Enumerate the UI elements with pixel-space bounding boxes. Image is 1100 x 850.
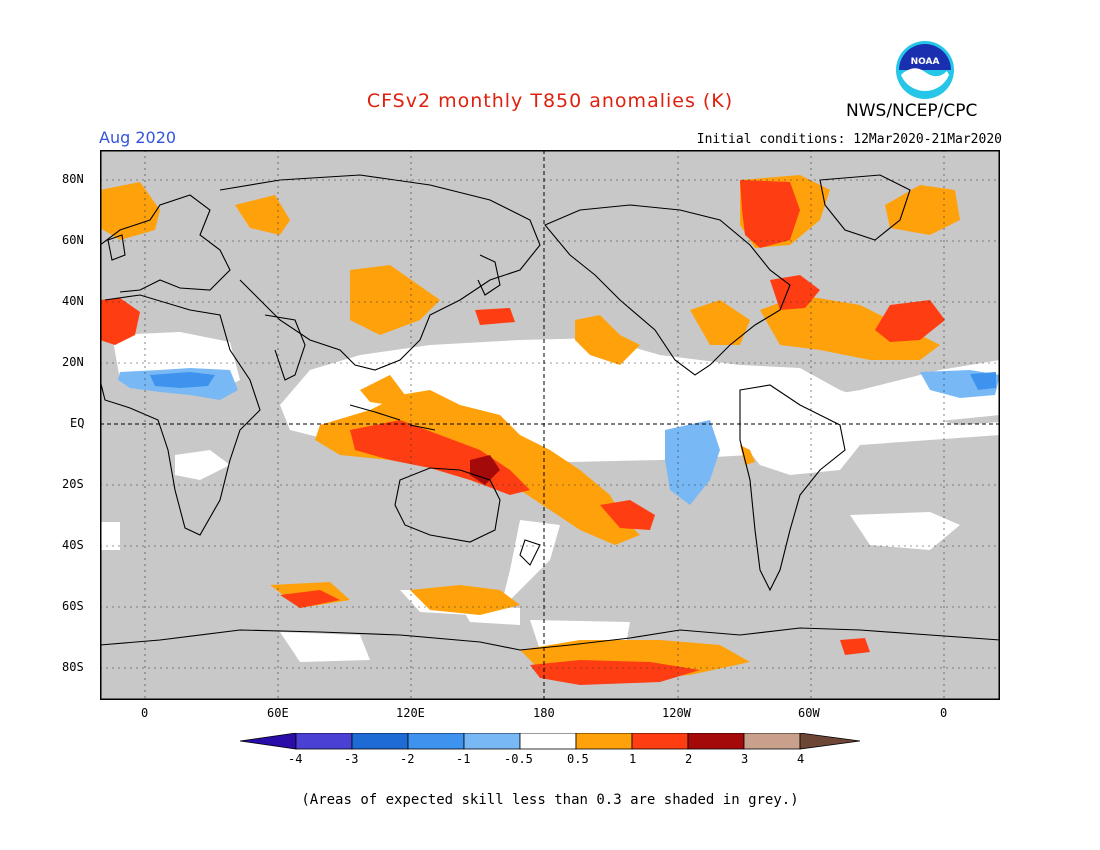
legend-label: -3 — [344, 752, 359, 766]
weddell-red — [840, 638, 870, 655]
anomaly-map — [100, 150, 1000, 700]
indian-white-1 — [175, 450, 230, 480]
lon-label: 120E — [396, 706, 425, 720]
strong-negative-regions — [150, 372, 996, 390]
southern-ocean-red — [280, 590, 340, 608]
us-east-warm — [770, 275, 820, 310]
logo-text: NOAA — [911, 57, 940, 67]
lat-label: 40N — [62, 294, 84, 308]
australia-coast — [394, 467, 501, 543]
southern-ocean-warm-1 — [410, 585, 520, 615]
antarctica-coast — [100, 627, 1000, 651]
lat-label: 20S — [62, 477, 84, 491]
map-frame — [100, 150, 1000, 700]
south-pacific-warm — [600, 500, 655, 530]
indonesia-coast — [349, 404, 436, 431]
antarctic-red — [530, 660, 700, 685]
very-strong-positive-regions — [470, 455, 500, 485]
lon-label: 0 — [141, 706, 149, 720]
agency-label: NWS/NCEP/CPC — [846, 101, 978, 121]
legend-label: -0.5 — [504, 752, 533, 766]
legend-bin — [463, 733, 521, 750]
legend-label: -1 — [456, 752, 471, 766]
nz-coast — [519, 539, 541, 566]
lat-label: 60N — [62, 233, 84, 247]
skill-footnote: (Areas of expected skill less than 0.3 a… — [301, 792, 799, 808]
legend-label: 3 — [741, 752, 749, 766]
antarctic-white-1 — [280, 632, 370, 662]
uk-coast — [107, 234, 126, 261]
south-america-coast — [739, 384, 846, 592]
greenland-coast — [819, 174, 911, 241]
lat-label: 80N — [62, 172, 84, 186]
subtropical-pacific-warm — [575, 315, 640, 365]
lat-label: 60S — [62, 599, 84, 613]
coral-sea-core — [470, 455, 500, 485]
lat-label: 20N — [62, 355, 84, 369]
legend-bin — [407, 733, 465, 750]
south-atlantic-white-2 — [850, 512, 960, 550]
mediterranean-warm — [100, 298, 140, 345]
legend-bin — [687, 733, 745, 750]
north-atlantic-warm-e — [885, 185, 960, 235]
north-america-coast — [544, 204, 791, 376]
legend-label: 2 — [685, 752, 693, 766]
legend-arrow-low — [240, 733, 297, 750]
lon-label: 60E — [267, 706, 289, 720]
legend-bin — [519, 733, 577, 750]
asia-coast — [219, 174, 541, 371]
atlantic-subtropic-warm — [875, 300, 945, 342]
color-legend — [240, 733, 861, 750]
india-coast — [264, 314, 306, 381]
lon-label: 180 — [533, 706, 555, 720]
east-asia-warm — [350, 265, 440, 335]
canada-warm — [740, 180, 800, 248]
noaa-logo: NOAA — [896, 41, 954, 99]
east-pacific-warm — [690, 300, 750, 345]
lat-label: 80S — [62, 660, 84, 674]
legend-bin — [743, 733, 801, 750]
legend-bin — [351, 733, 409, 750]
lon-label: 120W — [662, 706, 691, 720]
siberia-warm — [235, 195, 290, 235]
eastern-atlantic-warm — [760, 295, 940, 360]
legend-label: 1 — [629, 752, 637, 766]
graticule — [100, 150, 1000, 700]
legend-bin — [295, 733, 353, 750]
left-white — [100, 522, 120, 550]
legend-arrow-high — [799, 733, 861, 750]
legend-label: -2 — [400, 752, 415, 766]
map-title: CFSv2 monthly T850 anomalies (K) — [366, 90, 734, 112]
lat-label: 40S — [62, 538, 84, 552]
japan-coast — [477, 254, 501, 296]
legend-bin — [631, 733, 689, 750]
lon-label: 60W — [798, 706, 820, 720]
europe-coast — [100, 194, 231, 293]
forecast-month: Aug 2020 — [99, 128, 177, 147]
sahel-core — [150, 372, 215, 388]
south-atlantic-white — [740, 440, 860, 475]
initial-conditions: Initial conditions: 12Mar2020-21Mar2020 — [696, 132, 1002, 147]
lon-label: 0 — [940, 706, 948, 720]
east-asia-warm-2 — [360, 375, 405, 405]
south-america-warm — [740, 445, 755, 465]
north-atlantic-warm-w — [100, 182, 160, 240]
legend-label: -4 — [288, 752, 303, 766]
japan-warm — [475, 308, 515, 325]
atlantic-core — [970, 372, 996, 390]
legend-label: 4 — [797, 752, 805, 766]
legend-label: 0.5 — [567, 752, 589, 766]
east-pacific-cool — [665, 420, 720, 505]
africa-coast — [100, 294, 261, 536]
legend-bin — [575, 733, 633, 750]
lat-label: EQ — [70, 416, 85, 430]
coastlines — [100, 174, 1000, 651]
